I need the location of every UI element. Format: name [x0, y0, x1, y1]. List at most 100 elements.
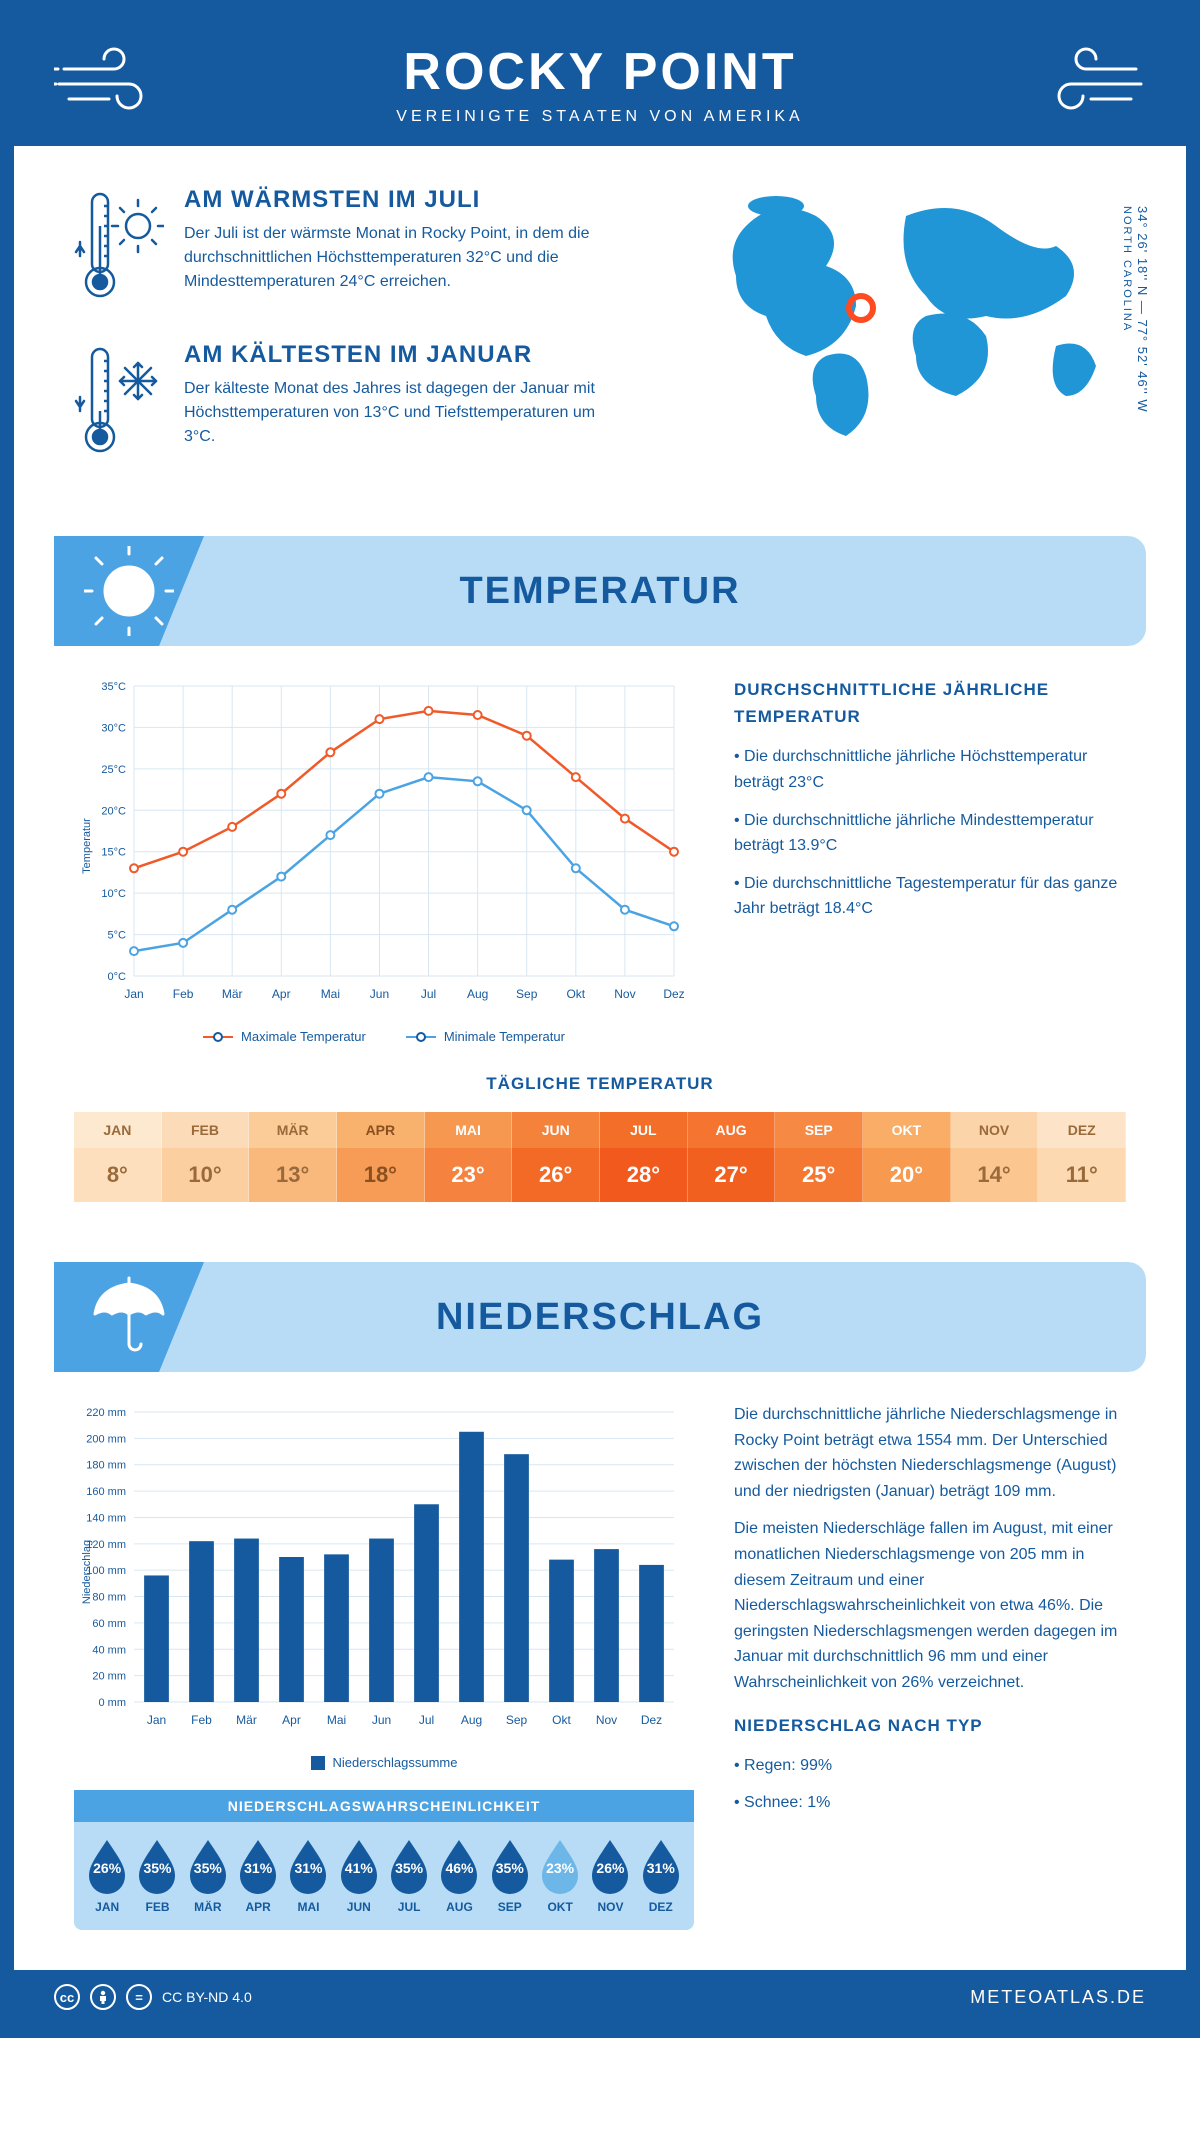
page-subtitle: VEREINIGTE STAATEN VON AMERIKA: [14, 108, 1186, 126]
coordinates: 34° 26' 18'' N — 77° 52' 46'' W NORTH CA…: [1120, 206, 1150, 413]
daily-temperature: TÄGLICHE TEMPERATUR JAN8°FEB10°MÄR13°APR…: [14, 1044, 1186, 1242]
license: cc = CC BY-ND 4.0: [54, 1984, 252, 2010]
daily-temp-cell: NOV14°: [951, 1112, 1039, 1202]
svg-text:140 mm: 140 mm: [86, 1512, 126, 1524]
precipitation-text: Die durchschnittliche jährliche Niedersc…: [734, 1402, 1126, 1930]
sun-icon: [54, 536, 204, 646]
infographic-frame: ROCKY POINT VEREINIGTE STAATEN VON AMERI…: [0, 0, 1200, 2038]
daily-temp-cell: JUN26°: [512, 1112, 600, 1202]
legend-precip: Niederschlagssumme: [333, 1755, 458, 1770]
svg-text:10°C: 10°C: [101, 888, 126, 900]
svg-text:Okt: Okt: [566, 987, 585, 1001]
temp-legend: Maximale Temperatur Minimale Temperatur: [74, 1029, 694, 1044]
svg-text:Jan: Jan: [124, 987, 143, 1001]
svg-text:0 mm: 0 mm: [99, 1697, 127, 1709]
svg-text:220 mm: 220 mm: [86, 1407, 126, 1419]
temperature-text: DURCHSCHNITTLICHE JÄHRLICHE TEMPERATUR• …: [734, 676, 1126, 1044]
prob-drop: 35%MÄR: [183, 1836, 233, 1914]
svg-text:Mai: Mai: [321, 987, 340, 1001]
svg-text:80 mm: 80 mm: [92, 1592, 126, 1604]
svg-text:Jan: Jan: [147, 1713, 166, 1727]
svg-text:Feb: Feb: [191, 1713, 212, 1727]
coord-value: 34° 26' 18'' N — 77° 52' 46'' W: [1135, 206, 1150, 413]
prob-drops: 26%JAN35%FEB35%MÄR31%APR31%MAI41%JUN35%J…: [74, 1822, 694, 1914]
prob-drop: 31%MAI: [283, 1836, 333, 1914]
header: ROCKY POINT VEREINIGTE STAATEN VON AMERI…: [14, 14, 1186, 146]
fact-cold-title: AM KÄLTESTEN IM JANUAR: [184, 341, 604, 369]
daily-temp-cell: FEB10°: [162, 1112, 250, 1202]
prob-drop: 35%JUL: [384, 1836, 434, 1914]
wind-icon: [1036, 44, 1146, 129]
prob-drop: 35%SEP: [485, 1836, 535, 1914]
prob-drop: 23%OKT: [535, 1836, 585, 1914]
svg-text:35°C: 35°C: [101, 681, 126, 693]
prob-drop: 41%JUN: [334, 1836, 384, 1914]
by-icon: [90, 1984, 116, 2010]
prob-drop: 31%APR: [233, 1836, 283, 1914]
svg-text:160 mm: 160 mm: [86, 1486, 126, 1498]
thermometer-sun-icon: [74, 186, 164, 311]
temperature-banner: TEMPERATUR: [54, 536, 1146, 646]
svg-text:Feb: Feb: [173, 987, 194, 1001]
cc-icon: cc: [54, 1984, 80, 2010]
daily-temp-grid: JAN8°FEB10°MÄR13°APR18°MAI23°JUN26°JUL28…: [74, 1112, 1126, 1202]
svg-text:Sep: Sep: [506, 1713, 528, 1727]
svg-text:Okt: Okt: [552, 1713, 571, 1727]
precip-legend: Niederschlagssumme: [74, 1755, 694, 1770]
daily-temp-cell: JAN8°: [74, 1112, 162, 1202]
daily-temp-cell: JUL28°: [600, 1112, 688, 1202]
license-text: CC BY-ND 4.0: [162, 1989, 252, 2005]
precip-type-heading: NIEDERSCHLAG NACH TYP: [734, 1712, 1126, 1739]
precip-probability: NIEDERSCHLAGSWAHRSCHEINLICHKEIT 26%JAN35…: [74, 1790, 694, 1930]
prob-drop: 46%AUG: [434, 1836, 484, 1914]
svg-text:Apr: Apr: [272, 987, 291, 1001]
thermometer-snow-icon: [74, 341, 164, 466]
svg-text:0°C: 0°C: [108, 971, 127, 983]
top-section: AM WÄRMSTEN IM JULI Der Juli ist der wär…: [14, 146, 1186, 516]
svg-text:20 mm: 20 mm: [92, 1671, 126, 1683]
svg-text:Aug: Aug: [461, 1713, 482, 1727]
precip-p1: Die durchschnittliche jährliche Niedersc…: [734, 1402, 1126, 1504]
svg-text:Jun: Jun: [372, 1713, 391, 1727]
footer: cc = CC BY-ND 4.0 METEOATLAS.DE: [14, 1970, 1186, 2024]
temperature-chart: 0°C5°C10°C15°C20°C25°C30°C35°CJanFebMärA…: [74, 676, 694, 1044]
climate-facts: AM WÄRMSTEN IM JULI Der Juli ist der wär…: [74, 186, 666, 496]
brand: METEOATLAS.DE: [970, 1987, 1146, 2008]
brand-1: METEOATLAS: [970, 1987, 1110, 2007]
fact-warmest: AM WÄRMSTEN IM JULI Der Juli ist der wär…: [74, 186, 666, 311]
precipitation-banner: NIEDERSCHLAG: [54, 1262, 1146, 1372]
prob-heading: NIEDERSCHLAGSWAHRSCHEINLICHKEIT: [74, 1790, 694, 1822]
precip-p2: Die meisten Niederschläge fallen im Augu…: [734, 1516, 1126, 1695]
fact-warm-text: Der Juli ist der wärmste Monat in Rocky …: [184, 222, 604, 294]
wind-icon: [54, 44, 164, 129]
svg-text:Nov: Nov: [596, 1713, 617, 1727]
svg-text:180 mm: 180 mm: [86, 1460, 126, 1472]
fact-coldest: AM KÄLTESTEN IM JANUAR Der kälteste Mona…: [74, 341, 666, 466]
svg-text:200 mm: 200 mm: [86, 1433, 126, 1445]
svg-text:Mai: Mai: [327, 1713, 346, 1727]
svg-text:60 mm: 60 mm: [92, 1618, 126, 1630]
coord-state: NORTH CAROLINA: [1121, 206, 1133, 332]
page-title: ROCKY POINT: [14, 42, 1186, 102]
daily-temp-heading: TÄGLICHE TEMPERATUR: [74, 1074, 1126, 1094]
svg-text:5°C: 5°C: [108, 930, 127, 942]
brand-2: .DE: [1110, 1987, 1146, 2007]
svg-text:Sep: Sep: [516, 987, 538, 1001]
svg-text:Nov: Nov: [614, 987, 635, 1001]
prob-drop: 31%DEZ: [636, 1836, 686, 1914]
svg-text:15°C: 15°C: [101, 847, 126, 859]
svg-text:Jun: Jun: [370, 987, 389, 1001]
svg-text:Dez: Dez: [641, 1713, 662, 1727]
fact-warm-title: AM WÄRMSTEN IM JULI: [184, 186, 604, 214]
precipitation-chart: 0 mm20 mm40 mm60 mm80 mm100 mm120 mm140 …: [74, 1402, 694, 1930]
nd-icon: =: [126, 1984, 152, 2010]
svg-text:30°C: 30°C: [101, 722, 126, 734]
legend-min: Minimale Temperatur: [444, 1029, 565, 1044]
temp-text-b2: • Die durchschnittliche jährliche Mindes…: [734, 808, 1126, 859]
precipitation-row: 0 mm20 mm40 mm60 mm80 mm100 mm120 mm140 …: [14, 1402, 1186, 1930]
svg-text:40 mm: 40 mm: [92, 1644, 126, 1656]
world-map: 34° 26' 18'' N — 77° 52' 46'' W NORTH CA…: [706, 186, 1126, 496]
svg-text:Niederschlag: Niederschlag: [81, 1540, 93, 1604]
svg-text:Dez: Dez: [663, 987, 684, 1001]
prob-drop: 26%NOV: [585, 1836, 635, 1914]
